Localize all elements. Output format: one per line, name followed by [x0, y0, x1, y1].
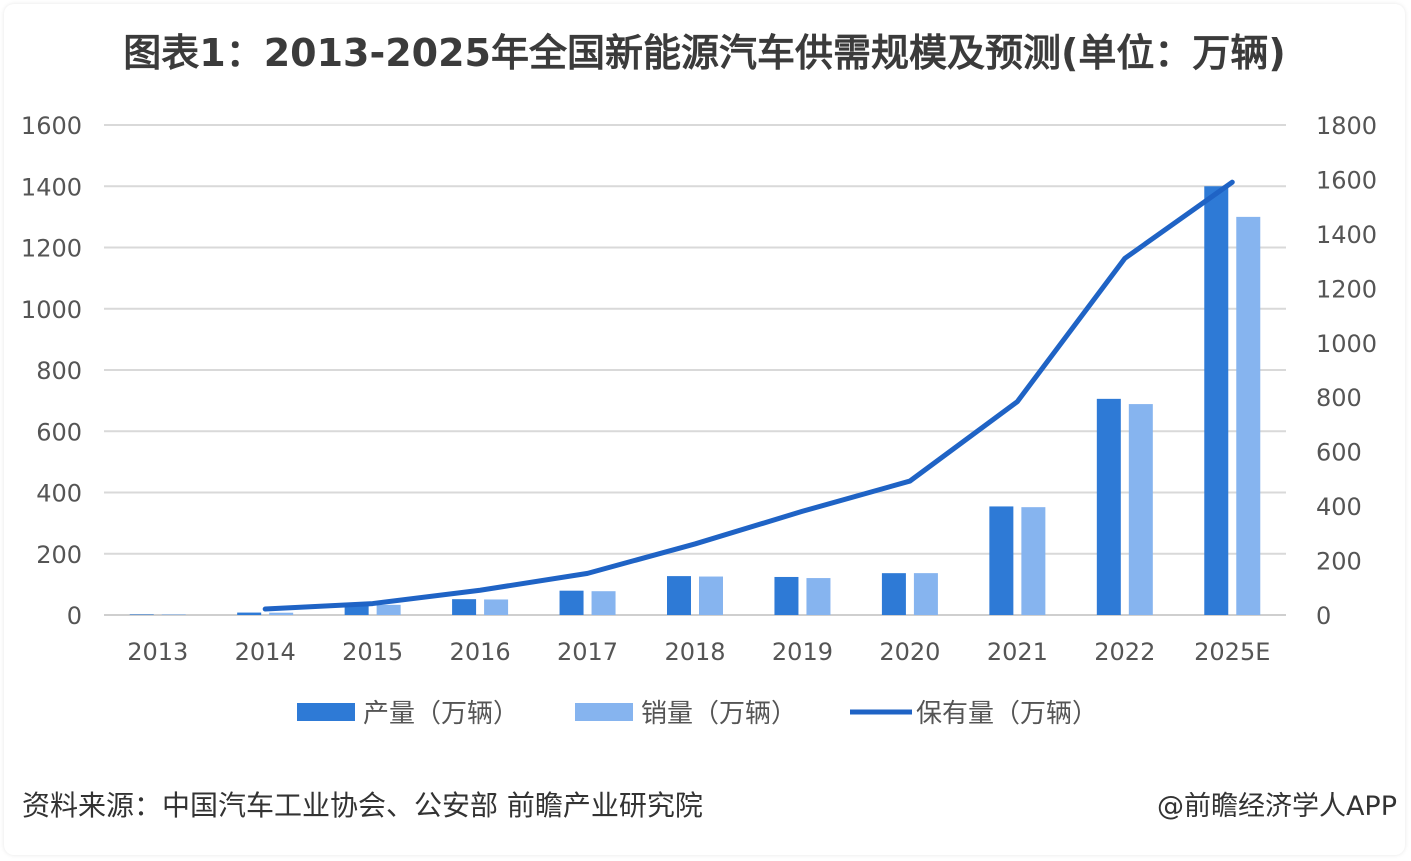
right-tick-label: 1400	[1316, 221, 1377, 249]
bar-sales	[161, 614, 186, 615]
left-tick-label: 1600	[21, 112, 82, 140]
x-tick-label: 2013	[127, 638, 188, 666]
bar-sales	[806, 578, 831, 615]
left-tick-label: 1400	[21, 173, 82, 201]
left-tick-label: 600	[36, 418, 82, 446]
bar-production	[667, 576, 691, 615]
legend-swatch	[297, 703, 355, 721]
stock-line-layer	[262, 179, 1235, 612]
x-tick-label: 2017	[557, 638, 618, 666]
bar-sales	[1021, 507, 1046, 615]
chart-plot: 0 200 400 600 800 1000 1200 1400 1600 0 200 400 600…	[21, 112, 1377, 729]
bar-production	[774, 576, 799, 615]
left-tick-label: 1200	[21, 235, 82, 263]
right-tick-label: 0	[1316, 602, 1331, 630]
stock-line	[262, 179, 1235, 612]
left-tick-label: 1000	[21, 296, 82, 324]
bar-production	[881, 573, 906, 615]
right-axis-ticks: 0 200 400 600 800 1000 1200 1400 1600 1800	[1316, 112, 1377, 630]
x-tick-label: 2016	[450, 638, 511, 666]
bar-production	[452, 599, 477, 615]
left-axis-ticks: 0 200 400 600 800 1000 1200 1400 1600	[21, 112, 82, 630]
bar-sales	[591, 591, 616, 615]
bar-production	[129, 614, 154, 615]
right-tick-label: 1200	[1316, 275, 1377, 303]
right-tick-label: 1800	[1316, 112, 1377, 140]
x-tick-label: 2014	[235, 638, 296, 666]
bar-production	[989, 506, 1014, 615]
legend-label: 保有量（万辆）	[916, 699, 1098, 729]
right-tick-label: 1000	[1316, 330, 1377, 358]
bar-production	[344, 603, 369, 615]
legend: 产量（万辆） 销量（万辆） 保有量（万辆）	[297, 699, 1098, 729]
x-tick-label: 2022	[1094, 638, 1155, 666]
legend-label: 产量（万辆）	[363, 699, 519, 729]
legend-label: 销量（万辆）	[641, 699, 797, 729]
bar-sales	[376, 604, 401, 615]
left-tick-label: 400	[36, 480, 82, 508]
bar-production	[237, 612, 262, 615]
x-tick-label: 2025E	[1194, 638, 1270, 666]
right-tick-label: 600	[1316, 439, 1362, 467]
left-tick-label: 800	[36, 357, 82, 385]
right-tick-label: 800	[1316, 384, 1362, 412]
x-tick-label: 2020	[879, 638, 940, 666]
bar-production	[559, 590, 584, 615]
bar-production	[1204, 186, 1229, 615]
x-axis-ticks: 2013 2014 2015 2016 2017 2018 2019 2020 2021 2022…	[127, 638, 1270, 666]
legend-swatch	[575, 703, 633, 721]
x-tick-label: 2018	[664, 638, 725, 666]
bar-sales	[699, 576, 723, 615]
bar-production	[1096, 398, 1121, 615]
right-tick-label: 200	[1316, 548, 1362, 576]
chart-card: 图表1：2013-2025年全国新能源汽车供需规模及预测(单位：万辆) 0 200…	[4, 4, 1405, 855]
credit-note: @前瞻经济学人APP	[1156, 791, 1397, 822]
gridlines	[104, 124, 1286, 555]
bar-sales	[1128, 404, 1153, 615]
x-tick-label: 2021	[987, 638, 1048, 666]
right-tick-label: 400	[1316, 493, 1362, 521]
bar-sales	[1236, 216, 1261, 615]
x-tick-label: 2019	[772, 638, 833, 666]
bar-sales	[484, 599, 509, 615]
bar-sales	[269, 612, 294, 615]
x-tick-label: 2015	[342, 638, 403, 666]
left-tick-label: 200	[36, 541, 82, 569]
chart-title: 图表1：2013-2025年全国新能源汽车供需规模及预测(单位：万辆)	[123, 31, 1286, 75]
left-tick-label: 0	[67, 602, 82, 630]
bar-sales	[913, 573, 938, 615]
right-tick-label: 1600	[1316, 166, 1377, 194]
source-note: 资料来源：中国汽车工业协会、公安部 前瞻产业研究院	[22, 789, 703, 822]
bars	[129, 186, 1261, 615]
